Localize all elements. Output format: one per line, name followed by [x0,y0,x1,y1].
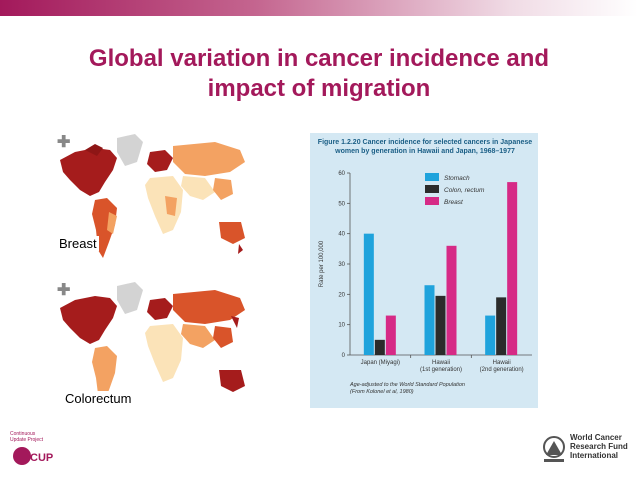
figure-panel: Figure 1.2.20 Cancer incidence for selec… [310,133,538,408]
bar-colon-rectum-2 [496,297,507,355]
breast-incidence-map: ✚ Breast [55,130,250,270]
colorectum-map-label: Colorectum [63,391,134,406]
wcrf-line1: World Cancer [570,433,622,442]
y-tick-label: 40 [338,232,345,238]
bar-breast-0 [385,315,396,355]
svg-text:Update Project: Update Project [10,437,44,443]
x-tick-label: Hawaii [432,360,450,366]
cup-logo-graphic: Continuous Update Project CUP [10,431,53,465]
x-tick-label: (2nd generation) [480,367,524,373]
wcrf-line2: Research Fund [570,442,628,451]
y-tick-label: 20 [338,292,345,298]
wcrf-logo-graphic [543,436,565,462]
wcrf-logo [540,433,630,469]
legend-swatch [425,197,439,205]
figure-note: Age-adjusted to the World Standard Popul… [350,382,535,396]
bar-colon-rectum-1 [435,295,446,355]
bar-stomach-1 [424,285,435,355]
y-tick-label: 50 [338,201,345,207]
x-tick-label: Japan (Miyagi) [361,360,400,366]
legend-swatch [425,185,439,193]
bar-chart: 0 10 20 30 40 50 60 Rate per 100,000 Japan (Miya… [319,171,532,373]
legend-label: Colon, rectum [444,187,485,194]
slide-title-line2: impact of migration [207,75,431,102]
y-tick-label: 60 [338,171,345,177]
plus-icon[interactable]: ✚ [57,282,71,299]
figure-note-line1: Age-adjusted to the World Standard Popul… [350,382,465,388]
wcrf-line3: International [570,451,619,460]
breast-map-label: Breast [57,236,99,251]
slide-title-line1: Global variation in cancer incidence and [88,45,550,72]
wcrf-logo-text: World Cancer Research Fund International [570,433,628,460]
y-tick-label: 30 [338,262,345,268]
y-axis-title: Rate per 100,000 [319,240,325,287]
x-tick-label: Hawaii [493,360,511,366]
colorectum-world-map-graphic [60,282,245,402]
bar-breast-2 [507,182,518,355]
plus-icon[interactable]: ✚ [57,134,71,151]
y-tick-label: 0 [342,353,346,359]
bar-stomach-2 [485,315,496,355]
figure-note-line2: (From Kolonel et al, 1980) [350,389,414,395]
figure-title: Figure 1.2.20 Cancer incidence for selec… [317,139,533,155]
bar-stomach-0 [363,233,374,355]
bar-colon-rectum-0 [374,339,385,355]
colorectum-incidence-map: ✚ Colorectum [55,278,250,408]
bar-breast-1 [446,245,457,355]
legend-label: Breast [444,199,464,206]
svg-text:CUP: CUP [30,452,53,464]
slide-title: Global variation in cancer incidence and… [20,44,618,104]
y-tick-label: 10 [338,323,345,329]
cup-logo: Continuous Update Project CUP [10,428,54,468]
x-tick-label: (1st generation) [420,367,462,373]
legend-label: Stomach [444,175,470,182]
svg-text:Continuous: Continuous [10,431,36,437]
top-accent-bar [0,0,638,16]
legend-swatch [425,173,439,181]
